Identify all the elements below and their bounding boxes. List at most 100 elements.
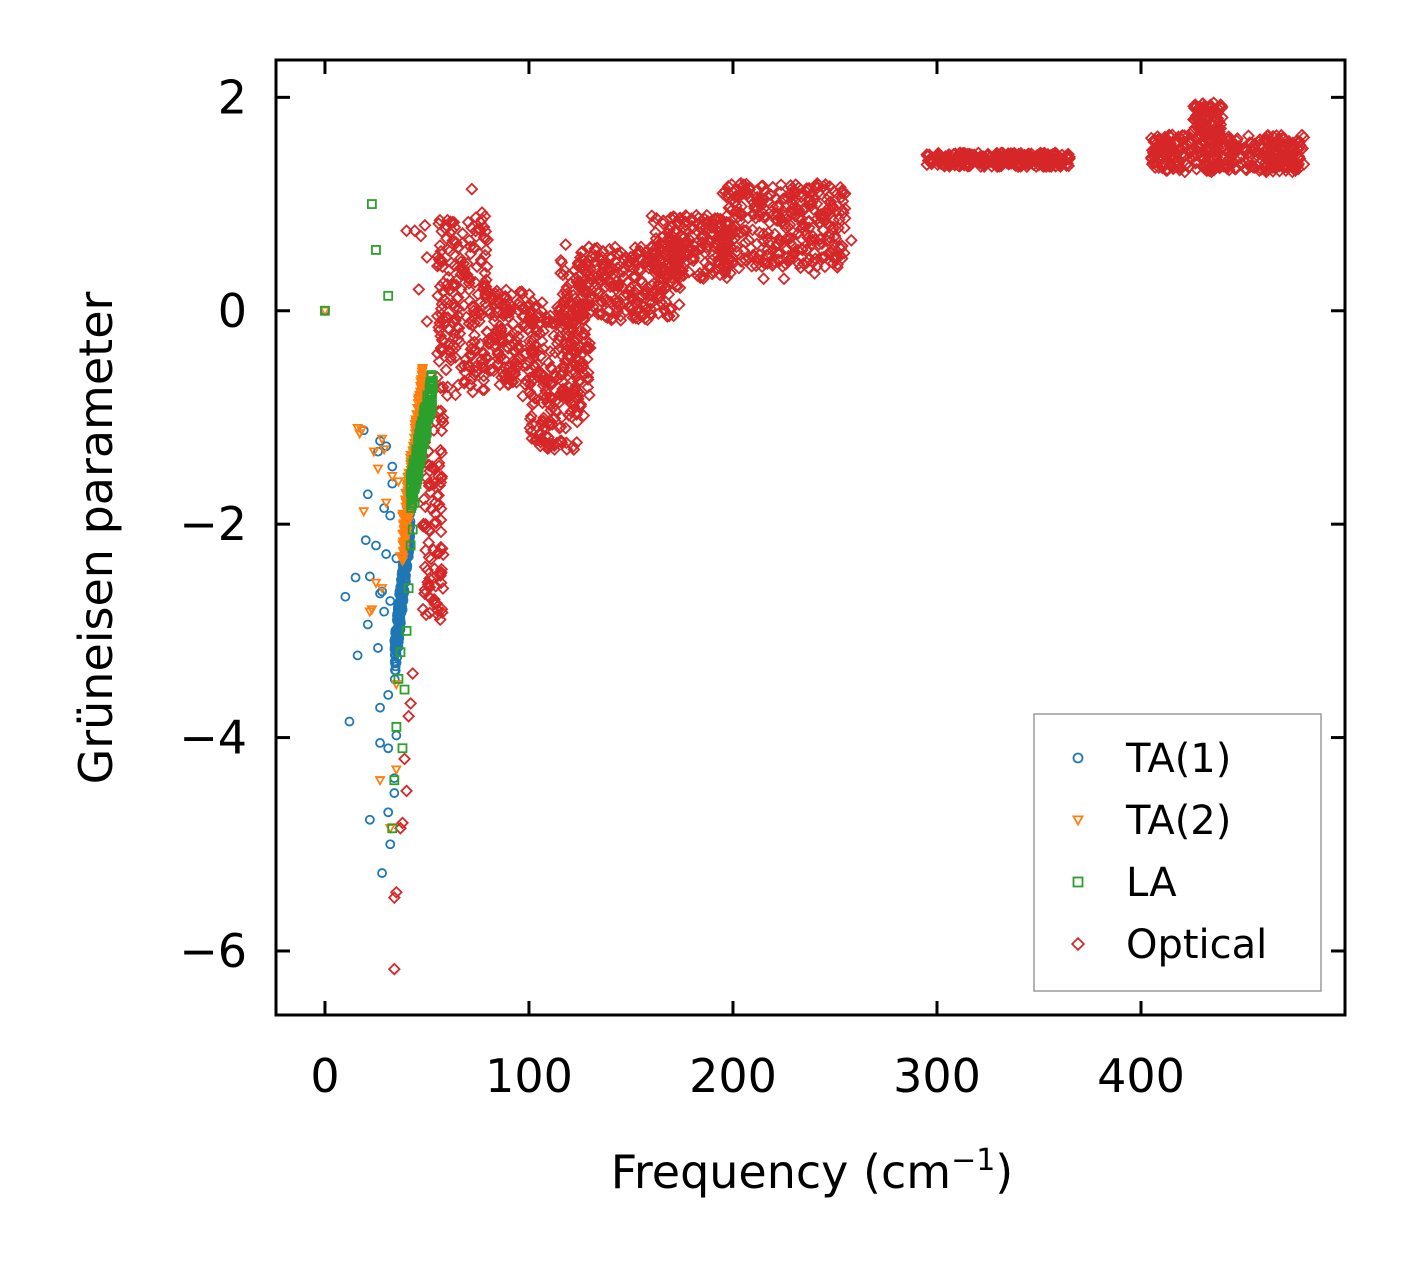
data-point	[1146, 146, 1160, 160]
data-point	[833, 180, 847, 194]
data-point	[569, 352, 583, 366]
data-point	[1274, 147, 1288, 161]
data-point	[432, 354, 446, 368]
data-point	[525, 398, 539, 412]
data-point	[695, 218, 709, 232]
data-point	[483, 336, 497, 350]
data-point	[1221, 146, 1235, 160]
data-point	[553, 329, 567, 343]
data-point	[1054, 160, 1067, 173]
data-point	[784, 186, 797, 200]
data-point	[436, 260, 450, 274]
data-point	[563, 361, 577, 375]
data-point	[1177, 129, 1191, 143]
data-point	[436, 380, 450, 394]
data-point	[629, 297, 643, 311]
data-point	[350, 572, 361, 583]
data-point	[403, 512, 415, 523]
data-point	[417, 517, 430, 531]
data-point	[366, 199, 377, 209]
data-point	[512, 295, 526, 309]
data-point	[404, 696, 418, 710]
data-point	[828, 229, 842, 243]
data-point	[754, 198, 768, 212]
data-point	[734, 255, 748, 268]
data-point	[436, 548, 450, 562]
data-point	[396, 593, 406, 604]
data-point	[525, 346, 539, 360]
data-point	[832, 213, 846, 226]
data-point	[448, 388, 462, 402]
data-point	[429, 516, 443, 530]
data-point	[622, 259, 636, 273]
data-point	[808, 191, 822, 205]
data-point	[475, 206, 489, 220]
data-point	[711, 248, 725, 262]
data-point	[779, 257, 793, 271]
data-point	[670, 279, 684, 293]
data-point	[477, 346, 491, 360]
data-point	[1225, 147, 1239, 161]
data-point	[523, 421, 537, 435]
data-point	[434, 329, 448, 343]
data-point	[469, 230, 483, 244]
data-point	[943, 159, 956, 173]
data-point	[639, 285, 653, 299]
data-point	[779, 232, 793, 246]
data-point	[430, 603, 444, 617]
data-point	[398, 588, 409, 599]
data-point	[430, 596, 444, 610]
data-point	[672, 298, 686, 311]
data-point	[420, 314, 434, 328]
data-point	[370, 578, 382, 589]
data-point	[372, 464, 384, 475]
data-point	[574, 298, 588, 312]
data-point	[441, 243, 455, 256]
data-point	[810, 212, 824, 226]
ticks-layer	[276, 60, 1345, 1015]
data-point	[921, 154, 935, 168]
y-tick-label: 0	[218, 284, 247, 338]
data-point	[717, 259, 731, 273]
data-point	[739, 183, 753, 197]
data-point	[358, 507, 370, 518]
data-point	[387, 962, 401, 976]
data-point	[411, 410, 423, 421]
data-point	[610, 261, 624, 275]
data-point	[561, 330, 575, 344]
data-point	[952, 158, 966, 172]
data-point	[463, 359, 477, 373]
data-point	[666, 245, 680, 259]
data-point	[414, 433, 425, 444]
data-point	[953, 146, 967, 160]
data-point	[1204, 134, 1218, 148]
data-point	[1190, 108, 1204, 122]
data-point	[407, 524, 418, 535]
data-point	[662, 287, 676, 301]
data-point	[504, 305, 518, 319]
data-point	[691, 218, 705, 232]
data-point	[396, 816, 409, 830]
data-point	[383, 689, 394, 700]
x-tick-label: 0	[310, 1049, 339, 1103]
data-point	[561, 313, 575, 327]
data-point	[438, 293, 452, 307]
data-point	[649, 211, 663, 225]
data-point	[495, 370, 509, 384]
data-point	[600, 295, 614, 309]
data-point	[1144, 131, 1158, 145]
data-point	[792, 212, 806, 226]
data-point	[931, 158, 945, 172]
data-point	[967, 148, 981, 162]
data-point	[368, 447, 380, 458]
data-point	[1211, 112, 1225, 126]
data-point	[1209, 107, 1223, 121]
data-point	[422, 390, 433, 401]
data-point	[387, 823, 398, 834]
data-point	[757, 227, 771, 241]
data-point	[434, 502, 448, 516]
data-point	[374, 776, 386, 787]
data-point	[831, 250, 845, 264]
data-point	[816, 223, 830, 237]
data-point	[489, 339, 503, 353]
